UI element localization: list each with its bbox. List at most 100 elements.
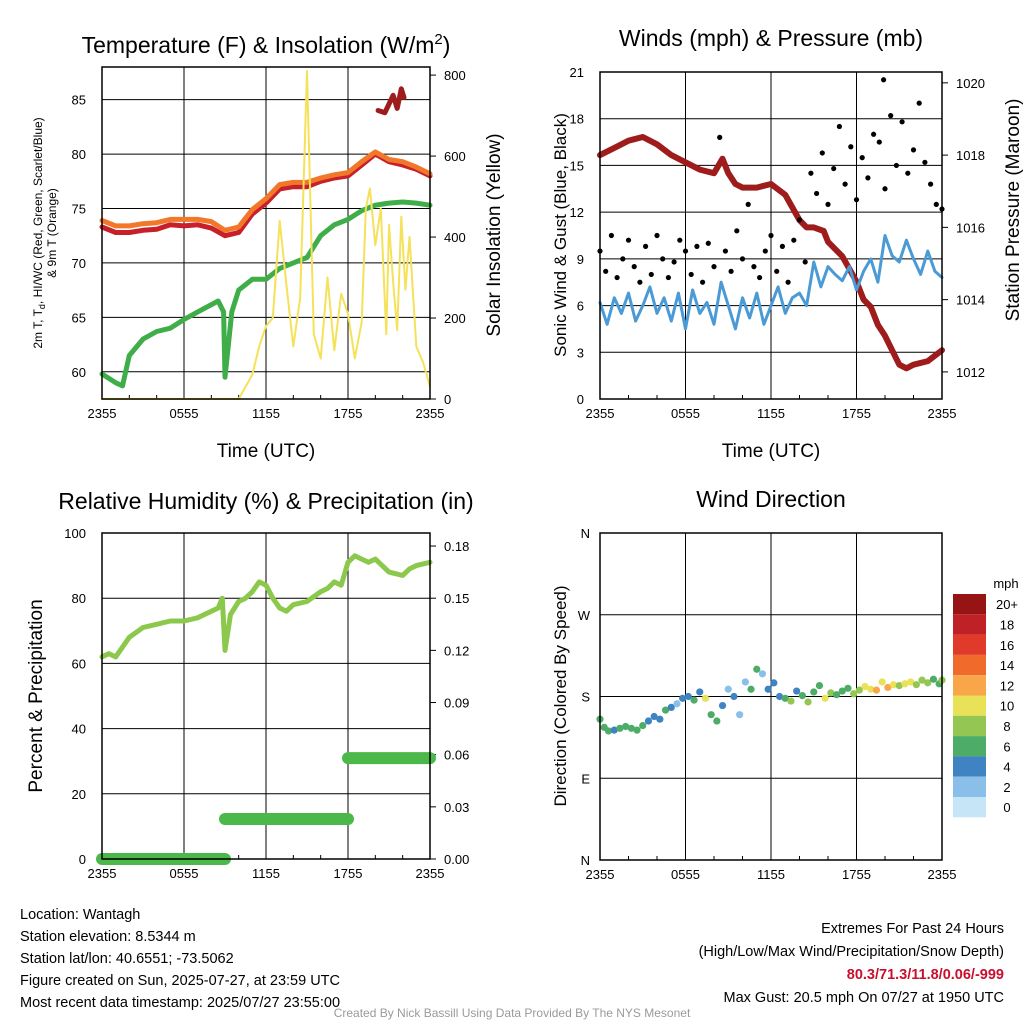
direction-point <box>633 726 641 734</box>
x-tick-label: 0555 <box>170 866 199 881</box>
y-tick-label: 9 <box>577 252 584 267</box>
legend-swatch <box>953 776 986 797</box>
panel-humidity: 2355 0555 1155 1755 2355 Relative Humidity (%… <box>26 488 474 881</box>
legend-label: 12 <box>1000 678 1014 693</box>
gust-point <box>665 274 672 281</box>
direction-point <box>667 703 675 712</box>
gust-point <box>671 259 677 265</box>
x-tick-label: 2355 <box>88 406 117 421</box>
gust-point <box>848 144 854 150</box>
direction-point <box>775 692 784 701</box>
y-tick-label: 21 <box>570 65 584 80</box>
direction-point <box>758 670 767 678</box>
y-tick-label: 65 <box>72 310 86 325</box>
direction-point <box>639 721 647 730</box>
direction-point <box>810 688 818 696</box>
gust-point <box>717 134 723 140</box>
x-tick-label: 2355 <box>586 406 615 421</box>
legend-swatch <box>953 634 986 655</box>
gust-point <box>620 256 626 262</box>
y2-tick-label: 1014 <box>956 293 985 308</box>
series-hi <box>375 86 407 116</box>
gust-point <box>762 248 768 254</box>
gust-point <box>808 170 814 176</box>
direction-point <box>838 687 846 695</box>
legend-swatch <box>953 695 986 716</box>
legend-label: 16 <box>1000 638 1014 653</box>
gust-point <box>677 237 683 243</box>
gust-point <box>779 243 786 249</box>
speed-legend: mph 20+ 18 16 14 12 10 8 6 4 2 0 <box>953 576 1019 818</box>
panel-winds: 2355 0555 1155 1755 2355 Winds (mph) & Pressu… <box>551 25 1024 462</box>
gust-point <box>910 147 917 153</box>
y-tick-label: S <box>581 690 590 705</box>
gust-point <box>882 186 888 192</box>
gust-point <box>933 201 939 207</box>
y2-tick-label: 600 <box>444 149 466 164</box>
gust-point <box>722 248 729 254</box>
x-tick-label: 1155 <box>757 867 785 882</box>
extremes-values: 80.3/71.3/11.8/0.06/-999 <box>846 967 1004 983</box>
figure-created: Figure created on Sun, 2025-07-27, at 23… <box>20 973 340 989</box>
y2-tick-label: 0.03 <box>444 800 469 815</box>
gust-point <box>785 279 791 285</box>
gust-point <box>916 100 922 106</box>
y2-tick-label: 0.09 <box>444 696 469 711</box>
gust-point <box>802 259 808 265</box>
y-tick-label: 18 <box>570 112 584 127</box>
y2-tick-label: 0.18 <box>444 539 469 554</box>
gust-point <box>751 264 757 270</box>
direction-point <box>684 692 692 701</box>
y2-tick-label: 1016 <box>956 220 985 235</box>
legend-label: 4 <box>1003 760 1010 775</box>
direction-point <box>696 688 704 696</box>
gust-point <box>893 162 900 169</box>
x-tick-label: 2355 <box>416 866 445 881</box>
direction-point <box>884 683 892 692</box>
x-tick-label: 1755 <box>842 867 871 882</box>
chart-title: Temperature (F) & Insolation (W/m2) <box>82 31 451 58</box>
y-tick-label: 6 <box>577 299 584 314</box>
direction-point <box>804 698 812 706</box>
x-tick-label: 0555 <box>170 406 199 421</box>
direction-point <box>827 689 835 697</box>
gust-point <box>814 190 820 197</box>
gust-point <box>757 274 763 281</box>
gust-point <box>922 159 928 165</box>
direction-point <box>650 712 658 721</box>
legend-swatch <box>953 594 986 615</box>
direction-point <box>679 694 687 702</box>
gust-point <box>648 271 654 278</box>
gust-point <box>643 243 649 249</box>
y2-tick-label: 400 <box>444 230 466 245</box>
y2-tick-label: 0.15 <box>444 591 469 606</box>
direction-point <box>821 694 829 702</box>
y-tick-label: 40 <box>72 722 86 737</box>
gust-point <box>603 268 609 274</box>
legend-label: 18 <box>1000 617 1014 632</box>
chart-title: Relative Humidity (%) & Precipitation (i… <box>58 488 473 514</box>
direction-point <box>616 724 624 732</box>
direction-point <box>673 700 681 708</box>
series-sonic-wind <box>598 234 944 331</box>
y-tick-label: E <box>581 771 590 786</box>
y-tick-label: 15 <box>570 158 584 173</box>
direction-point <box>610 726 618 734</box>
x-tick-label: 2355 <box>416 406 445 421</box>
direction-point <box>907 678 915 686</box>
x-axis-label: Time (UTC) <box>217 441 316 462</box>
direction-point <box>793 687 801 695</box>
direction-point <box>889 681 898 689</box>
direction-point <box>604 727 613 735</box>
direction-point <box>878 678 886 686</box>
direction-point <box>770 679 778 687</box>
y2-tick-label: 1012 <box>956 365 985 380</box>
legend-swatch <box>953 654 986 676</box>
direction-point <box>872 686 881 694</box>
gust-point <box>871 131 877 137</box>
panel-wind-direction: 2355 0555 1155 1755 2355 Wind Direction N E S W N D… <box>551 486 956 882</box>
station-latlon: Station lat/lon: 40.6551; -73.5062 <box>20 951 234 967</box>
gust-point <box>865 175 871 181</box>
legend-label: 8 <box>1003 719 1010 734</box>
